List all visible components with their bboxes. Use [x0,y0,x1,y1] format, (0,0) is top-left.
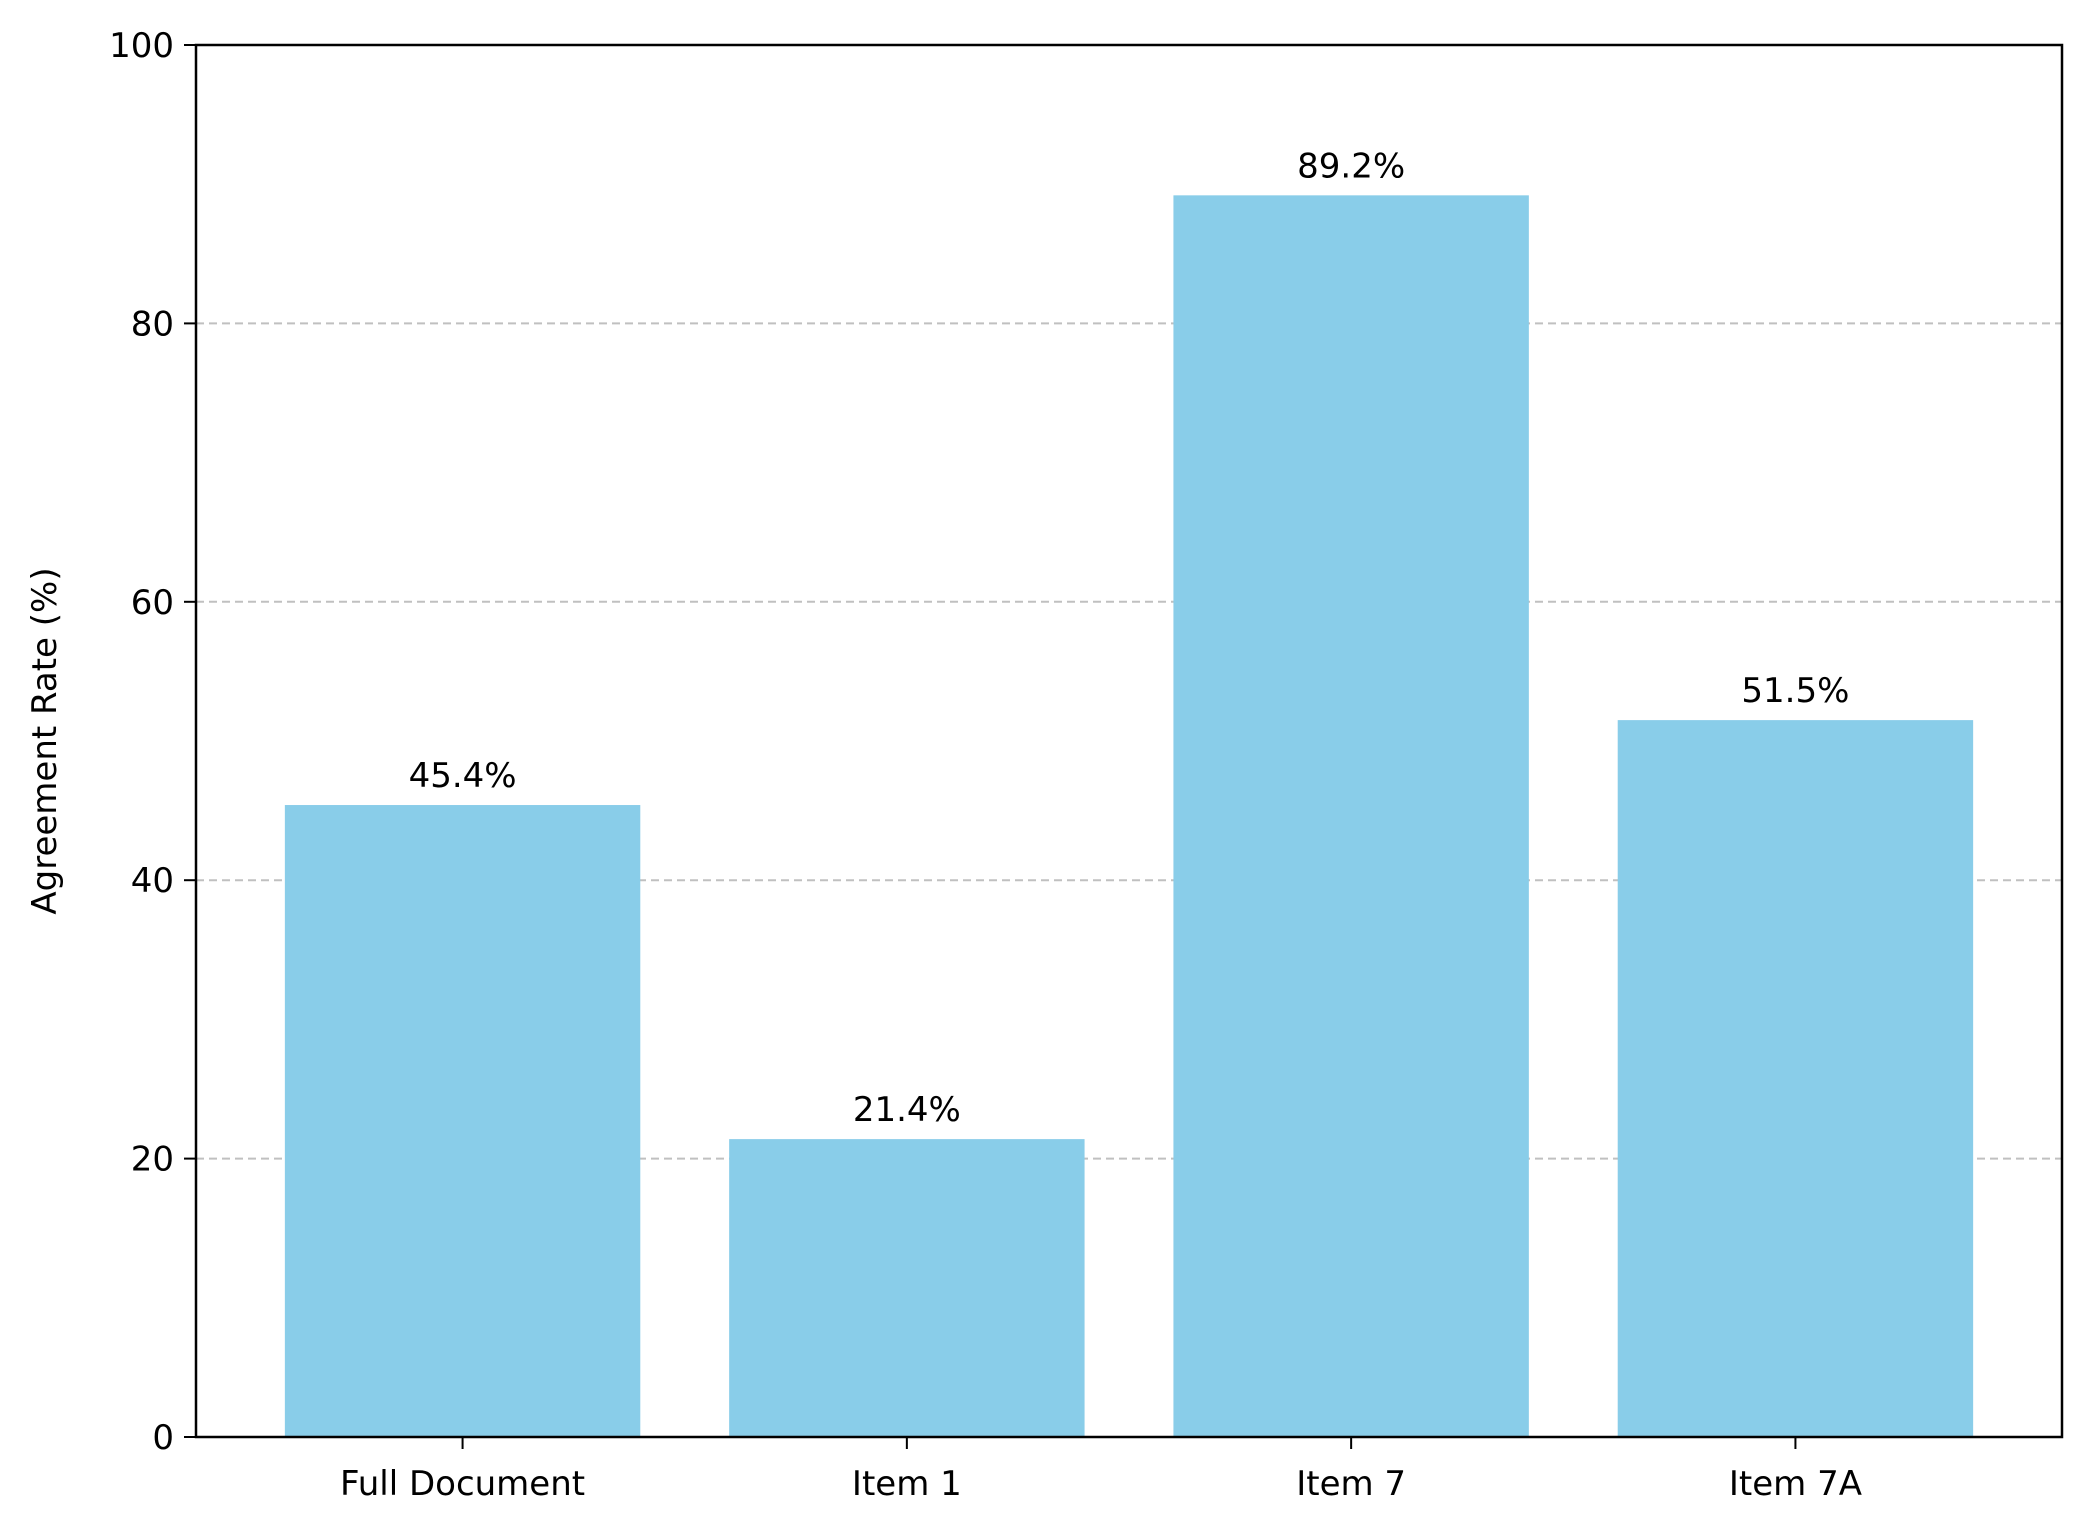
y-axis-ticks: 0 20 40 60 80 100 [109,26,196,1458]
bar [1617,720,1974,1437]
x-tick-label: Item 7A [1729,1464,1862,1504]
y-tick-label: 20 [131,1140,174,1180]
x-tick-label: Full Document [340,1464,585,1504]
y-tick-label: 100 [109,26,174,66]
bar [729,1139,1085,1437]
y-axis-label: Agreement Rate (%) [25,567,65,914]
bar-value-label: 89.2% [1297,146,1405,186]
bar-value-labels: 45.4% 21.4% 89.2% 51.5% [409,146,1850,1130]
x-tick-label: Item 7 [1296,1464,1406,1504]
bar-value-label: 45.4% [409,756,517,796]
y-tick-label: 80 [131,304,174,344]
y-tick-label: 40 [131,861,174,901]
axes [194,43,2064,1439]
bar-value-label: 51.5% [1741,671,1849,711]
y-tick-label: 0 [152,1418,174,1458]
y-tick-label: 60 [131,583,174,623]
bar-value-label: 21.4% [853,1090,961,1130]
x-axis-ticks: Full Document Item 1 Item 7 Item 7A [340,1437,1862,1504]
bars [284,195,1974,1438]
bar [1173,195,1529,1438]
x-tick-label: Item 1 [852,1464,962,1504]
plot-frame [194,43,2064,1439]
bar [284,805,641,1437]
